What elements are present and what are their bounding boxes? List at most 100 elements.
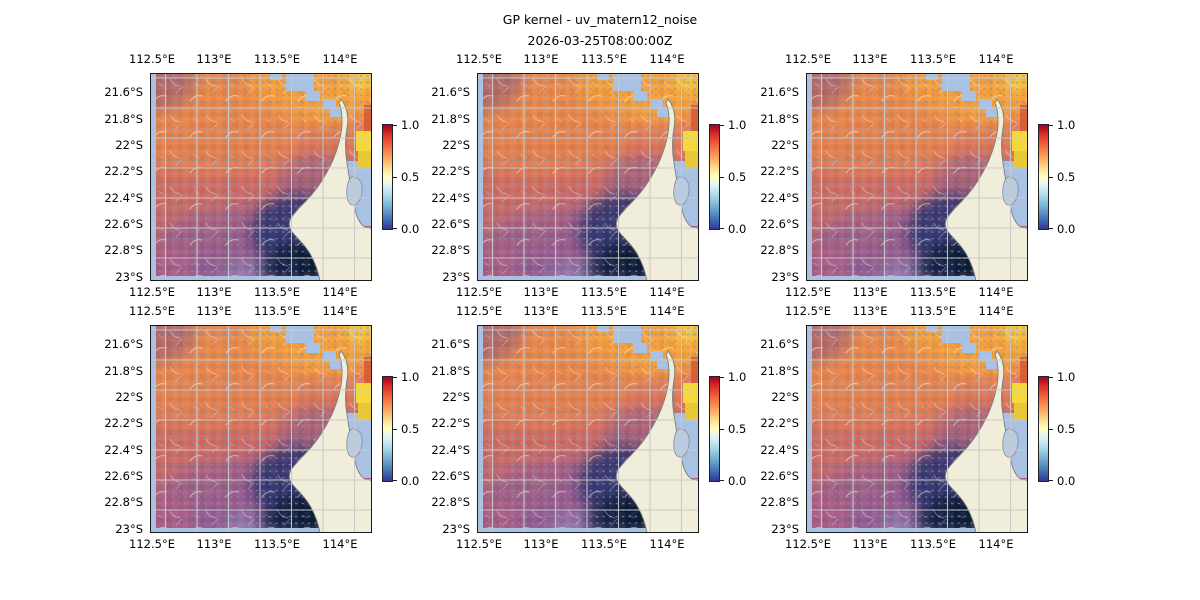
lon-tick-label-bottom: 113°E	[852, 537, 888, 551]
colorbar-tick	[1049, 228, 1053, 229]
lon-tick-label-top: 112.5°E	[129, 52, 175, 66]
lon-tick-label-bottom: 112.5°E	[129, 537, 175, 551]
lat-tick-label: 21.6°S	[431, 85, 470, 99]
lat-tick-label: 22.2°S	[104, 416, 143, 430]
subplot-panel-4: 112.5°E 113°E 113.5°E 114°E 112.5°E 113°…	[104, 304, 419, 551]
colorbar-tick-label: 0.5	[401, 170, 420, 184]
lon-tick-label-bottom: 112.5°E	[129, 285, 175, 299]
lon-tick-label-top: 112.5°E	[456, 304, 502, 318]
lat-tick-label: 23°S	[442, 270, 470, 284]
lat-tick-label: 22.6°S	[431, 217, 470, 231]
colorbar-tick-label: 0.5	[1057, 170, 1076, 184]
colorbar-tick-label: 0.0	[1057, 222, 1076, 236]
lat-tick-label: 22°S	[771, 390, 799, 404]
colorbar-tick-label: 0.0	[1057, 474, 1076, 488]
colorbar: 1.0 0.5 0.0	[1038, 118, 1075, 236]
title-line1: GP kernel - uv_matern12_noise	[502, 12, 698, 27]
colorbar-tick-label: 1.0	[401, 370, 420, 384]
lon-tick-label-bottom: 113°E	[852, 285, 888, 299]
lat-tick-label: 22.8°S	[760, 243, 799, 257]
colorbar-tick	[720, 125, 724, 126]
map-canvas	[150, 325, 372, 533]
lon-tick-label-bottom: 114°E	[978, 537, 1014, 551]
lat-tick-label: 22°S	[115, 138, 143, 152]
colorbar: 1.0 0.5 0.0	[1038, 370, 1075, 488]
lat-tick-label: 22.4°S	[760, 443, 799, 457]
title-line2-timestamp: 2026-03-25T08:00:00Z	[527, 33, 673, 48]
lat-tick-label: 22.4°S	[431, 443, 470, 457]
colorbar: 1.0 0.5 0.0	[382, 370, 419, 488]
lon-tick-label-top: 113.5°E	[581, 52, 627, 66]
colorbar: 1.0 0.5 0.0	[382, 118, 419, 236]
lon-tick-label-bottom: 112.5°E	[456, 285, 502, 299]
lon-tick-label-top: 114°E	[649, 52, 685, 66]
figure-title: GP kernel - uv_matern12_noise 2026-03-25…	[0, 9, 1200, 51]
subplot-panel-1: 112.5°E 113°E 113.5°E 114°E 112.5°E 113°…	[104, 52, 419, 299]
lon-tick-label-top: 112.5°E	[456, 52, 502, 66]
colorbar-tick-label: 0.5	[401, 422, 420, 436]
colorbar-tick-label: 0.5	[1057, 422, 1076, 436]
lat-tick-label: 22.2°S	[104, 164, 143, 178]
lon-tick-label-top: 113°E	[852, 304, 888, 318]
lat-tick-label: 23°S	[771, 522, 799, 536]
lat-tick-label: 23°S	[115, 522, 143, 536]
lon-tick-label-top: 113°E	[523, 304, 559, 318]
lat-tick-label: 22°S	[442, 390, 470, 404]
colorbar-tick	[1049, 429, 1053, 430]
lon-tick-label-bottom: 113.5°E	[254, 537, 300, 551]
subplot-panel-2: 112.5°E 113°E 113.5°E 114°E 112.5°E 113°…	[431, 52, 746, 299]
lon-tick-label-bottom: 114°E	[649, 285, 685, 299]
lat-tick-label: 22.8°S	[104, 243, 143, 257]
lon-tick-label-top: 114°E	[978, 52, 1014, 66]
lat-tick-label: 22.6°S	[104, 217, 143, 231]
colorbar-tick	[393, 480, 397, 481]
lat-tick-label: 22.8°S	[104, 495, 143, 509]
lat-tick-label: 22°S	[771, 138, 799, 152]
lat-tick-label: 22.4°S	[104, 191, 143, 205]
lat-tick-label: 21.6°S	[104, 337, 143, 351]
lon-tick-label-bottom: 113°E	[196, 285, 232, 299]
subplot-panel-6: 112.5°E 113°E 113.5°E 114°E 112.5°E 113°…	[760, 304, 1075, 551]
lat-tick-label: 21.8°S	[760, 112, 799, 126]
lat-tick-label: 22.8°S	[760, 495, 799, 509]
lon-tick-label-bottom: 112.5°E	[785, 537, 831, 551]
subplot-panel-3: 112.5°E 113°E 113.5°E 114°E 112.5°E 113°…	[760, 52, 1075, 299]
lon-tick-label-bottom: 114°E	[322, 285, 358, 299]
lat-tick-label: 21.6°S	[760, 85, 799, 99]
lon-tick-label-top: 113.5°E	[910, 304, 956, 318]
lat-tick-label: 21.6°S	[431, 337, 470, 351]
colorbar-tick-label: 0.5	[728, 422, 747, 436]
colorbar-tick-label: 1.0	[1057, 118, 1076, 132]
lat-tick-label: 22.4°S	[104, 443, 143, 457]
lon-tick-label-bottom: 112.5°E	[456, 537, 502, 551]
lat-tick-label: 23°S	[442, 522, 470, 536]
lat-tick-label: 22°S	[115, 390, 143, 404]
map-canvas	[477, 325, 699, 533]
lon-tick-label-bottom: 113°E	[523, 537, 559, 551]
colorbar-tick	[720, 177, 724, 178]
lat-tick-label: 22.6°S	[760, 217, 799, 231]
lon-tick-label-top: 113°E	[196, 52, 232, 66]
colorbar-tick	[720, 377, 724, 378]
colorbar-tick-label: 0.0	[401, 222, 420, 236]
lon-tick-label-top: 113.5°E	[254, 52, 300, 66]
map-canvas	[477, 73, 699, 281]
colorbar-tick	[393, 228, 397, 229]
lat-tick-label: 22.6°S	[760, 469, 799, 483]
lat-tick-label: 21.8°S	[760, 364, 799, 378]
lon-tick-label-top: 113.5°E	[254, 304, 300, 318]
map-canvas	[806, 73, 1028, 281]
colorbar-tick-label: 1.0	[728, 118, 747, 132]
colorbar-tick	[720, 228, 724, 229]
lon-tick-label-bottom: 112.5°E	[785, 285, 831, 299]
colorbar-tick-label: 0.0	[728, 222, 747, 236]
colorbar-tick	[1049, 177, 1053, 178]
lat-tick-label: 21.8°S	[431, 112, 470, 126]
lon-tick-label-bottom: 113.5°E	[910, 537, 956, 551]
lat-tick-label: 22°S	[442, 138, 470, 152]
lat-tick-label: 22.4°S	[431, 191, 470, 205]
lat-tick-label: 22.2°S	[431, 164, 470, 178]
lat-tick-label: 21.8°S	[104, 112, 143, 126]
lat-tick-label: 21.8°S	[104, 364, 143, 378]
